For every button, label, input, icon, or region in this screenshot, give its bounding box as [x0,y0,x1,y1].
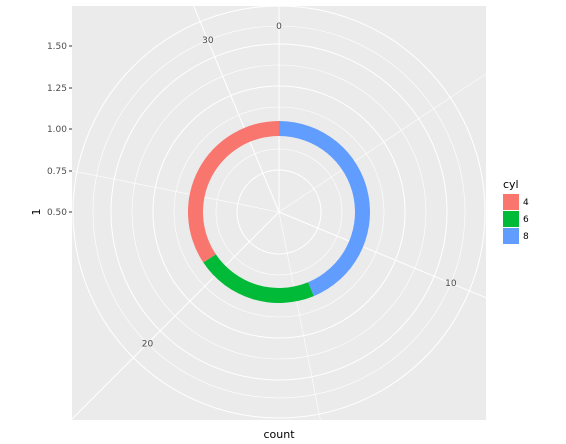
radial-tick-label: 1.00 [47,125,67,135]
grid-ring [72,6,486,419]
grid-spoke [278,73,486,213]
ring-segments [188,121,370,303]
x-axis-title: count [263,428,295,441]
legend-label: 4 [523,198,529,208]
grid-spoke [72,170,280,213]
grid-spoke [193,6,280,213]
legend-title: cyl [503,178,519,191]
legend-label: 6 [523,215,529,225]
legend-key-cyl-6 [503,211,519,227]
angle-tick-label: 0 [276,22,282,32]
angle-tick-label: 10 [445,279,457,289]
legend-key-cyl-4 [503,194,519,210]
legend-key-cyl-8 [503,228,519,244]
radial-tick-label: 1.25 [47,84,67,94]
angle-tick-label: 20 [142,340,154,350]
angle-tick-label: 30 [202,36,214,46]
radial-tick-label: 1.50 [47,42,67,52]
radial-tick-label: 0.50 [47,208,67,218]
legend-label: 8 [523,232,529,242]
ring-segment-cyl-6 [203,254,314,303]
y-axis-title: 1 [30,209,43,216]
angle-tick-labels: 0 10 20 30 [142,22,457,350]
grid-spoke [278,211,486,299]
grid-spoke [278,211,321,420]
radial-axis: 0.50 0.75 1.00 1.25 1.50 [47,42,72,218]
grid-spoke [72,211,280,420]
ring-segment-cyl-8 [279,121,370,297]
legend: cyl 4 6 8 [503,178,529,244]
radial-tick-label: 0.75 [47,167,67,177]
ring-segment-cyl-4 [188,121,279,263]
